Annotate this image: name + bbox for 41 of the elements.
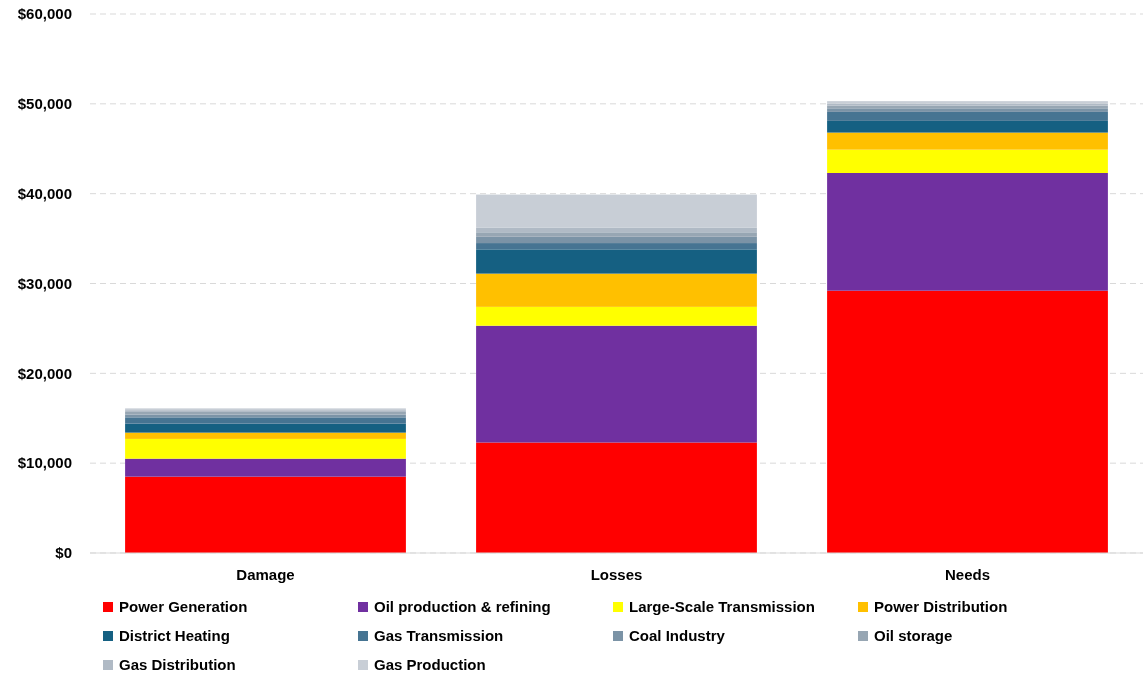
legend-label: Large-Scale Transmission — [629, 598, 815, 616]
bar — [827, 173, 1108, 291]
bar — [476, 325, 757, 443]
y-tick-label: $20,000 — [17, 364, 72, 382]
bar — [827, 290, 1108, 553]
bar — [125, 458, 406, 477]
bar — [476, 249, 757, 274]
bar — [476, 273, 757, 307]
y-tick-label: $0 — [55, 544, 72, 562]
x-tick-label: Losses — [590, 566, 643, 583]
y-tick-label: $60,000 — [17, 5, 72, 23]
bar — [125, 438, 406, 459]
bar — [827, 120, 1108, 133]
x-tick-label: Damage — [236, 566, 295, 583]
bar — [476, 442, 757, 553]
legend-label: District Heating — [119, 627, 230, 645]
legend-label: Oil production & refining — [374, 598, 551, 616]
bar — [827, 132, 1108, 150]
bar — [827, 111, 1108, 121]
legend-label: Coal Industry — [629, 627, 726, 645]
legend-label: Power Generation — [119, 598, 248, 616]
legend-label: Gas Production — [374, 656, 486, 674]
bar — [476, 236, 757, 244]
bar — [476, 232, 757, 237]
bar — [476, 306, 757, 326]
y-tick-label: $30,000 — [17, 274, 72, 292]
y-tick-label: $40,000 — [17, 184, 72, 202]
legend-label: Oil storage — [874, 627, 953, 645]
bar — [125, 432, 406, 439]
x-tick-label: Needs — [944, 566, 991, 583]
y-tick-label: $10,000 — [17, 454, 72, 472]
bar — [125, 423, 406, 433]
bar — [125, 476, 406, 553]
bar — [476, 194, 757, 228]
legend-label: Gas Distribution — [119, 656, 236, 674]
legend-label: Power Distribution — [874, 598, 1008, 616]
y-tick-label: $50,000 — [17, 95, 72, 113]
bar — [827, 149, 1108, 173]
legend-label: Gas Transmission — [374, 627, 504, 645]
bar — [476, 243, 757, 250]
bar — [125, 417, 406, 424]
